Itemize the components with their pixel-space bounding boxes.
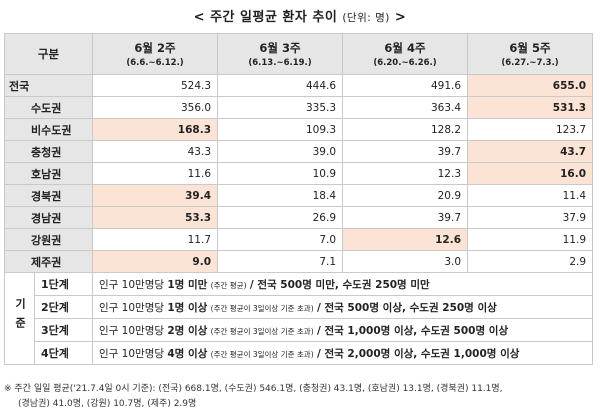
table-row: 강원권 11.7 7.0 12.6 11.9 (3, 228, 594, 251)
criteria-stage: 1단계 (33, 272, 94, 296)
cell-value: 109.3 (217, 118, 344, 141)
cell-value: 491.6 (342, 74, 469, 97)
title-unit: (단위: 명) (342, 12, 390, 24)
table-row: 호남권 11.6 10.9 12.3 16.0 (3, 162, 594, 185)
cell-value-highlight: 9.0 (92, 250, 219, 273)
row-region: 제주권 (3, 250, 94, 273)
criteria-stage: 4단계 (33, 341, 94, 365)
cell-value-highlight: 16.0 (467, 162, 594, 185)
row-region: 수도권 (3, 96, 94, 119)
criteria-row: 3단계 인구 10만명당 2명 이상 (주간 평균이 3일이상 기준 초과) /… (5, 318, 594, 342)
cell-value-highlight: 531.3 (467, 96, 594, 119)
row-region: 전국 (3, 74, 94, 97)
table-row: 경북권 39.4 18.4 20.9 11.4 (3, 184, 594, 207)
cell-value: 356.0 (92, 96, 219, 119)
cell-value: 128.2 (342, 118, 469, 141)
row-region: 호남권 (3, 162, 94, 185)
footnote: ※ 주간 일일 평균('21.7.4일 0시 기준): (전국) 668.1명,… (4, 382, 596, 412)
weekly-patient-table: 구분 6월 2주 (6.6.~6.12.) 6월 3주 (6.13.~6.19.) … (3, 33, 594, 365)
criteria-text: 인구 10만명당 1명 이상 (주간 평균이 3일이상 기준 초과) / 전국 … (92, 295, 594, 319)
cell-value: 11.7 (92, 228, 219, 251)
cell-value: 3.0 (342, 250, 469, 273)
criteria-stage: 3단계 (33, 318, 94, 342)
cell-value: 39.0 (217, 140, 344, 163)
cell-value-highlight: 12.6 (342, 228, 469, 251)
table-row: 충청권 43.3 39.0 39.7 43.7 (3, 140, 594, 163)
cell-value: 2.9 (467, 250, 594, 273)
cell-value-highlight: 39.4 (92, 184, 219, 207)
row-region: 충청권 (3, 140, 94, 163)
footnote-line: (경남권) 41.0명, (강원) 10.7명, (제주) 2.9명 (18, 399, 197, 409)
row-region: 경남권 (3, 206, 94, 229)
cell-value: 7.0 (217, 228, 344, 251)
cell-value-highlight: 168.3 (92, 118, 219, 141)
cell-value: 26.9 (217, 206, 344, 229)
page-title: < 주간 일평균 환자 추이 (단위: 명) > (0, 6, 600, 25)
cell-value-highlight: 655.0 (467, 74, 594, 97)
table-row: 전국 524.3 444.6 491.6 655.0 (3, 74, 594, 97)
table-row: 비수도권 168.3 109.3 128.2 123.7 (3, 118, 594, 141)
header-week: 6월 4주 (6.20.~6.26.) (342, 33, 469, 75)
cell-value: 39.7 (342, 206, 469, 229)
header-week: 6월 5주 (6.27.~7.3.) (467, 33, 594, 75)
table-row: 경남권 53.3 26.9 39.7 37.9 (3, 206, 594, 229)
cell-value: 7.1 (217, 250, 344, 273)
cell-value: 524.3 (92, 74, 219, 97)
cell-value: 11.4 (467, 184, 594, 207)
criteria-text: 인구 10만명당 4명 이상 (주간 평균이 3일이상 기준 초과) / 전국 … (92, 341, 594, 365)
cell-value: 43.3 (92, 140, 219, 163)
title-main: < 주간 일평균 환자 추이 (193, 10, 338, 25)
cell-value: 20.9 (342, 184, 469, 207)
table-row: 제주권 9.0 7.1 3.0 2.9 (3, 250, 594, 273)
cell-value: 444.6 (217, 74, 344, 97)
criteria-row: 기준 1단계 인구 10만명당 1명 미만 (주간 평균) / 전국 500명 … (4, 272, 594, 365)
row-region: 강원권 (3, 228, 94, 251)
cell-value: 11.6 (92, 162, 219, 185)
header-row: 구분 6월 2주 (6.6.~6.12.) 6월 3주 (6.13.~6.19.) … (3, 33, 594, 75)
title-tail: > (394, 10, 407, 25)
cell-value: 10.9 (217, 162, 344, 185)
cell-value-highlight: 43.7 (467, 140, 594, 163)
footnote-line: ※ 주간 일일 평균('21.7.4일 0시 기준): (전국) 668.1명,… (4, 384, 503, 394)
criteria-row: 2단계 인구 10만명당 1명 이상 (주간 평균이 3일이상 기준 초과) /… (5, 295, 594, 319)
criteria-row: 4단계 인구 10만명당 4명 이상 (주간 평균이 3일이상 기준 초과) /… (5, 341, 594, 365)
criteria-label: 기준 (4, 272, 35, 365)
cell-value: 12.3 (342, 162, 469, 185)
cell-value: 363.4 (342, 96, 469, 119)
header-week: 6월 3주 (6.13.~6.19.) (217, 33, 344, 75)
header-week: 6월 2주 (6.6.~6.12.) (92, 33, 219, 75)
row-region: 경북권 (3, 184, 94, 207)
criteria-stage: 2단계 (33, 295, 94, 319)
cell-value: 335.3 (217, 96, 344, 119)
cell-value: 11.9 (467, 228, 594, 251)
cell-value: 39.7 (342, 140, 469, 163)
criteria-text: 인구 10만명당 1명 미만 (주간 평균) / 전국 500명 미만, 수도권… (92, 272, 594, 296)
cell-value: 123.7 (467, 118, 594, 141)
cell-value: 37.9 (467, 206, 594, 229)
table-row: 수도권 356.0 335.3 363.4 531.3 (3, 96, 594, 119)
criteria-text: 인구 10만명당 2명 이상 (주간 평균이 3일이상 기준 초과) / 전국 … (92, 318, 594, 342)
cell-value-highlight: 53.3 (92, 206, 219, 229)
header-category: 구분 (3, 33, 94, 75)
row-region: 비수도권 (3, 118, 94, 141)
cell-value: 18.4 (217, 184, 344, 207)
